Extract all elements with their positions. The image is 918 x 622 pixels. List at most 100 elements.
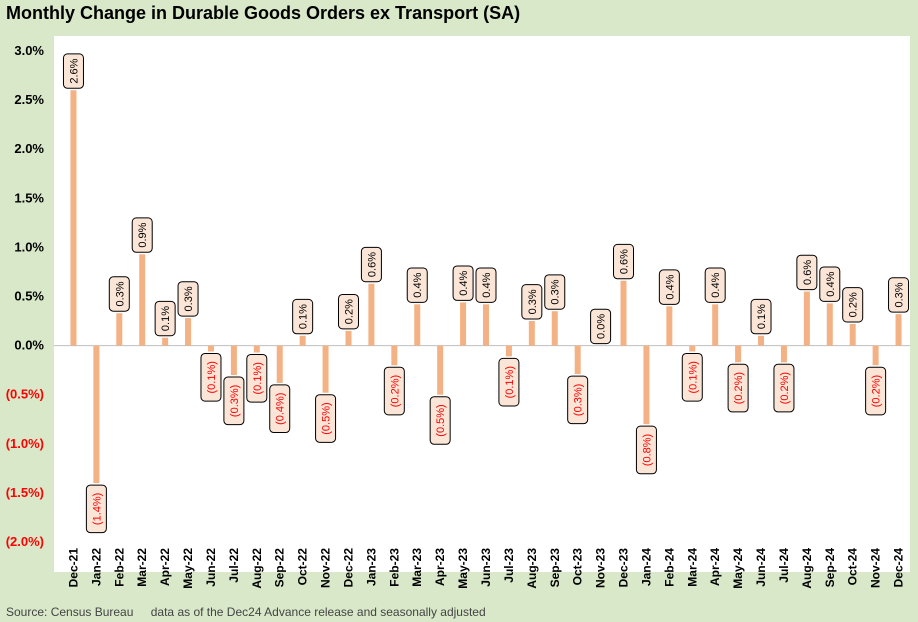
y-tick-label: 3.0% <box>14 43 44 58</box>
bar <box>574 345 581 375</box>
data-label: 0.1% <box>298 304 310 329</box>
bar <box>483 304 489 346</box>
x-tick-label: Jul-23 <box>502 548 516 583</box>
data-label: 0.4% <box>412 272 424 297</box>
x-tick-label: Aug-22 <box>250 548 264 589</box>
data-label: (0.2%) <box>733 372 745 404</box>
x-tick-label: Jul-24 <box>777 548 791 583</box>
data-label-box <box>62 53 84 89</box>
data-label-box <box>223 376 245 426</box>
x-tick-label: May-24 <box>731 548 745 589</box>
data-label-box <box>200 352 222 402</box>
data-note: data as of the Dec24 Advance release and… <box>150 605 486 619</box>
data-label: 0.4% <box>710 272 722 297</box>
data-label: 0.6% <box>619 249 631 274</box>
bar <box>735 345 742 363</box>
bar <box>162 337 169 346</box>
bar <box>895 314 902 346</box>
x-tick-label: Dec-23 <box>617 548 631 588</box>
bar <box>712 304 719 346</box>
data-label: 0.0% <box>596 314 608 339</box>
source-note: Source: Census Bureau <box>6 605 134 619</box>
data-label-box <box>360 246 382 283</box>
bar <box>322 345 329 393</box>
data-label-box <box>269 384 291 434</box>
bar <box>276 345 283 383</box>
x-tick-label: Nov-22 <box>319 548 333 588</box>
data-label-box <box>246 353 268 403</box>
bar <box>368 283 375 346</box>
x-tick-label: Jul-22 <box>227 548 241 583</box>
x-tick-label: Jun-24 <box>754 548 768 587</box>
data-label-box <box>521 284 543 320</box>
y-tick-label: 1.5% <box>14 190 44 205</box>
bar <box>207 345 214 352</box>
x-tick-label: Mar-24 <box>685 548 699 587</box>
data-label-box <box>292 298 314 335</box>
x-tick-label: Mar-22 <box>135 548 149 587</box>
bar <box>620 280 627 346</box>
data-label: 0.3% <box>550 279 562 304</box>
x-tick-label: Nov-24 <box>869 548 883 588</box>
bar <box>437 345 444 395</box>
bar <box>414 304 421 346</box>
x-tick-label: Sep-23 <box>548 548 562 588</box>
bar <box>139 254 146 346</box>
y-tick-label: (0.5%) <box>6 387 44 402</box>
x-tick-label: Jan-23 <box>364 548 378 586</box>
data-label-box <box>383 366 405 416</box>
data-label-box <box>819 266 841 302</box>
bar <box>689 345 696 352</box>
data-label-box <box>658 269 680 305</box>
data-label: (0.4%) <box>275 393 287 425</box>
bar <box>803 291 810 346</box>
data-label-box <box>681 352 703 402</box>
bar <box>460 302 467 346</box>
data-label-box <box>888 277 910 313</box>
data-label-box <box>337 293 359 330</box>
data-label: 0.4% <box>825 271 837 296</box>
bar <box>643 345 650 425</box>
data-label: (0.1%) <box>504 366 516 398</box>
bar <box>391 345 398 366</box>
x-tick-label: Feb-23 <box>387 548 401 587</box>
x-tick-label: May-22 <box>181 548 195 589</box>
bar <box>849 323 856 346</box>
data-label: 0.4% <box>481 272 493 297</box>
data-label: (0.3%) <box>573 384 585 416</box>
x-tick-label: Jan-22 <box>89 548 103 586</box>
bar <box>70 90 77 346</box>
x-tick-label: Feb-24 <box>662 548 676 587</box>
y-tick-label: 0.0% <box>14 338 44 353</box>
bar <box>345 330 352 346</box>
data-label: (0.2%) <box>389 375 401 407</box>
bar <box>666 306 673 346</box>
data-label-box <box>108 276 130 312</box>
bar <box>230 345 237 376</box>
bar <box>505 345 512 357</box>
x-tick-label: Mar-23 <box>410 548 424 587</box>
data-label-box <box>590 308 612 345</box>
y-tick-label: 0.5% <box>14 289 44 304</box>
x-tick-label: Nov-23 <box>594 548 608 588</box>
footer: Source: Census Bureau data as of the Dec… <box>6 605 486 619</box>
data-label: 0.3% <box>894 282 906 307</box>
data-label: (0.3%) <box>229 385 241 417</box>
x-tick-label: Feb-22 <box>112 548 126 587</box>
y-tick-label: 1.0% <box>14 239 44 254</box>
data-label: (0.2%) <box>871 375 883 407</box>
bar <box>528 321 535 346</box>
data-label-box <box>567 375 589 425</box>
data-label: (0.5%) <box>321 402 333 434</box>
bar <box>185 318 192 346</box>
y-tick-label: (2.0%) <box>6 534 44 549</box>
x-tick-label: Oct-23 <box>571 548 585 586</box>
data-label: 0.3% <box>527 289 539 314</box>
data-label: 0.1% <box>756 304 768 329</box>
data-label: 2.6% <box>68 58 80 83</box>
x-tick-label: Jan-24 <box>639 548 653 586</box>
data-label-box <box>475 267 497 303</box>
x-tick-label: Oct-22 <box>296 548 310 586</box>
data-label: 0.2% <box>848 292 860 317</box>
